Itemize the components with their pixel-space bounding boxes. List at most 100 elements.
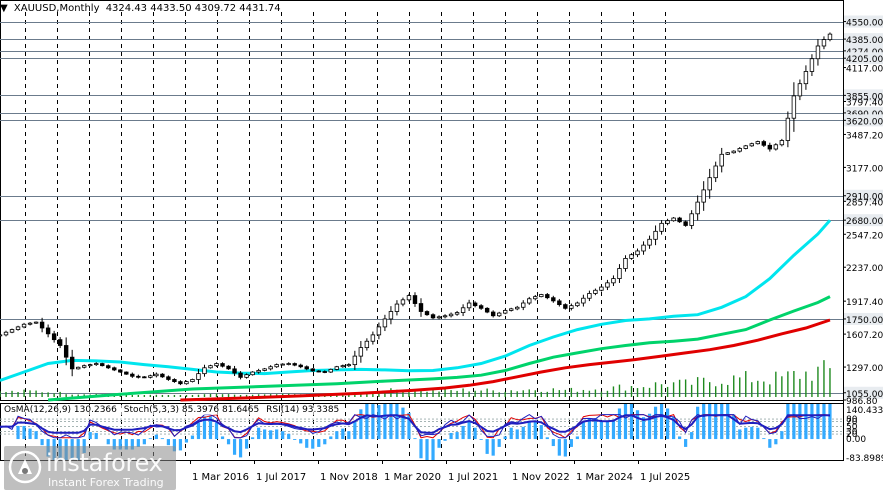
candle-body-66 (394, 303, 400, 312)
candle-body-138 (827, 33, 833, 41)
osma-bar-88 (527, 422, 531, 440)
ohlc-readout: 4324.43 4433.50 4309.72 4431.74 (105, 3, 281, 14)
candle-body-78 (466, 302, 472, 309)
candle-body-74 (442, 315, 448, 318)
candle-body-108 (647, 238, 652, 246)
candle-body-70 (418, 303, 424, 312)
candle-body-50 (298, 364, 303, 368)
candle-body-41 (244, 374, 249, 378)
osma-bar-122 (732, 414, 736, 440)
osma-bar-49 (293, 439, 297, 440)
candle-body-73 (436, 316, 442, 319)
osma-bar-4 (22, 425, 26, 440)
y-tick-label-20: 1055.00 (846, 390, 883, 400)
osma-bar-3 (16, 425, 20, 440)
candle-body-64 (382, 318, 388, 328)
osma-bar-125 (750, 426, 754, 440)
osma-bar-64 (383, 404, 387, 440)
candle-body-120 (719, 153, 724, 167)
osma-bar-44 (263, 429, 267, 440)
candle-body-130 (779, 140, 785, 146)
y-tick-label-4: 4117.00 (846, 65, 883, 75)
candle-body-65 (388, 311, 394, 320)
y-tick-box-8 (844, 114, 883, 127)
x-tick-label-1: 1 Jul 2017 (256, 472, 306, 483)
candle-body-60 (358, 347, 364, 357)
candle-body-14 (82, 365, 87, 368)
osma-bar-58 (347, 431, 351, 440)
osma-bar-112 (672, 417, 676, 440)
oscillator-panel (0, 404, 843, 460)
candle-body-102 (611, 278, 616, 284)
candle-body-79 (472, 302, 478, 307)
osma-bar-87 (521, 426, 525, 440)
rsi-line (0, 414, 830, 434)
candle-body-100 (599, 286, 604, 291)
candle-body-57 (340, 365, 346, 368)
osma-bar-91 (545, 437, 549, 440)
y-tick-label-21: 986.80 (846, 397, 878, 407)
osma-bar-32 (190, 435, 195, 440)
candle-body-115 (689, 213, 694, 226)
osma-bar-134 (804, 404, 808, 440)
osma-bar-21 (124, 439, 128, 450)
candle-body-121 (725, 152, 730, 155)
osma-bar-28 (166, 439, 170, 446)
candle-body-76 (454, 312, 460, 315)
osma-bar-25 (148, 438, 152, 440)
candle-body-33 (196, 373, 201, 380)
triangle-down-icon[interactable]: ▼ (0, 3, 8, 14)
candle-body-84 (502, 310, 508, 314)
candle-body-53 (316, 370, 321, 373)
osma-bar-43 (257, 427, 261, 440)
osma-bar-98 (587, 418, 591, 440)
y-tick-label-11: 2910.00 (846, 193, 883, 203)
candle-body-21 (124, 371, 129, 375)
osma-bar-36 (214, 422, 219, 440)
y-tick-label-18: 1607.20 (846, 331, 883, 341)
osc-tick-label-6: 0.00 (846, 435, 866, 445)
osma-bar-90 (539, 425, 543, 440)
candle-body-86 (515, 306, 520, 310)
candle-body-52 (310, 368, 315, 372)
osma-bar-37 (220, 436, 225, 440)
osc-tick-label-4: 30 (846, 428, 858, 438)
y-tick-label-8: 3620.00 (846, 117, 883, 127)
osc-tick-label-0: 140.4335 (846, 406, 883, 416)
x-tick-label-3: 1 Mar 2020 (384, 472, 441, 483)
osma-bar-127 (762, 438, 766, 440)
osma-bar-71 (425, 439, 429, 460)
candle-body-71 (424, 311, 430, 316)
osma-bar-20 (118, 439, 122, 450)
grid-layer (0, 0, 844, 461)
candle-body-20 (118, 369, 123, 373)
candle-body-36 (214, 363, 219, 367)
candle-body-44 (262, 368, 267, 371)
candle-body-87 (521, 302, 526, 308)
candle-body-51 (304, 366, 309, 370)
price-candles (0, 32, 833, 386)
osma-bar-63 (377, 404, 381, 440)
osc-tick-label-1: 80 (846, 415, 858, 425)
watermark-tagline: Instant Forex Trading (48, 476, 164, 489)
candle-body-117 (701, 189, 706, 203)
osma-bar-103 (617, 408, 622, 440)
indicator-title-bar: OsMA(12,26,9) 130.2366 Stoch(5,3,3) 85.3… (4, 405, 344, 415)
y-tick-box-1 (844, 33, 883, 46)
candle-body-118 (707, 177, 712, 191)
candle-body-67 (400, 299, 406, 305)
candle-body-96 (575, 302, 580, 307)
candle-body-83 (496, 312, 502, 317)
candle-body-5 (27, 322, 33, 325)
x-tick-label-7: 1 Jul 2025 (640, 472, 690, 483)
osma-bar-83 (497, 439, 501, 447)
osma-bar-52 (311, 439, 315, 449)
watermark: instaforex Instant Forex Trading (6, 447, 186, 489)
osma-bar-62 (371, 404, 375, 440)
osma-bar-130 (780, 431, 784, 440)
candle-body-63 (376, 326, 382, 336)
osma-bar-39 (232, 439, 237, 455)
osma-bar-94 (563, 439, 567, 457)
